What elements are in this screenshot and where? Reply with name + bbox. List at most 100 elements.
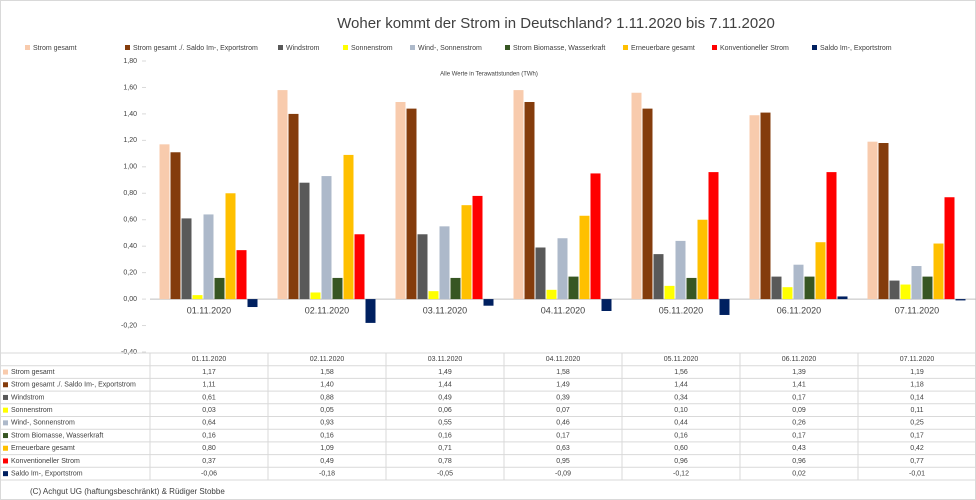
legend-swatch [278,45,283,50]
bar [513,90,524,300]
table-cell: -0,05 [437,470,453,477]
bar [653,254,664,300]
table-cell: 1,09 [320,445,334,452]
bar [944,197,955,300]
table-cell: 0,06 [438,407,452,414]
table-cell: 0,78 [438,458,452,465]
bar [815,242,826,300]
legend-swatch [712,45,717,50]
table-swatch [3,382,8,388]
bar [878,143,889,300]
bar [911,266,922,300]
bar [214,277,225,300]
table-cell: 0,17 [910,432,924,439]
table-cell: 0,42 [910,445,924,452]
table-cell: -0,18 [319,470,335,477]
table-cell: 0,05 [320,407,334,414]
bar [933,243,944,300]
table-cell: 0,71 [438,445,452,452]
bar [771,276,782,300]
table-cell: 0,96 [792,458,806,465]
x-tick-label: 01.11.2020 [187,305,231,315]
legend-swatch [505,45,510,50]
bar [483,299,494,306]
bar [631,92,642,300]
bar [365,299,376,323]
table-cell: 1,41 [792,382,806,389]
bar [192,295,203,300]
table-cell: 0,93 [320,420,334,427]
table-cell: 0,07 [556,407,570,414]
footer: (C) Achgut UG (haftungsbeschränkt) & Rüd… [30,487,225,496]
bar [675,240,686,300]
y-tick-label: 1,40 [123,111,137,118]
table-cell: 0,64 [202,420,216,427]
bar [708,172,719,300]
table-header: 03.11.2020 [428,356,463,363]
table-row-label: Wind-, Sonnenstrom [11,420,75,427]
table-cell: 1,44 [438,382,452,389]
bar [804,276,815,300]
table-cell: -0,06 [201,470,217,477]
bar [837,296,848,300]
bar [472,195,483,300]
bar [354,234,365,300]
table-cell: 0,16 [438,432,452,439]
table-row-label: Erneuerbare gesamt [11,445,75,452]
table-row-label: Sonnenstrom [11,407,53,414]
bar [225,193,236,300]
table-cell: 0,46 [556,420,570,427]
bar [686,277,697,300]
y-tick-label: 1,60 [123,84,137,91]
y-tick-label: -0,40 [121,349,137,356]
legend-swatch [410,45,415,50]
bar [535,247,546,300]
table-cell: 0,39 [556,394,570,401]
table-swatch [3,407,8,413]
bar [343,154,354,300]
table-cell: 0,44 [674,420,688,427]
table-header: 06.11.2020 [782,356,817,363]
x-tick-label: 02.11.2020 [305,305,349,315]
bar [170,152,181,300]
table-cell: 0,17 [792,432,806,439]
legend-label: Saldo Im-, Exportstrom [820,45,892,52]
table-swatch [3,369,8,375]
legend-swatch [343,45,348,50]
bar [697,219,708,300]
table-cell: 0,25 [910,420,924,427]
y-tick-label: 0,80 [123,190,137,197]
legend-swatch [125,45,130,50]
table-cell: -0,12 [673,470,689,477]
table-cell: 1,56 [674,369,688,376]
bar [310,292,321,300]
bar [299,182,310,300]
table-cell: 1,58 [556,369,570,376]
table-cell: -0,01 [909,470,925,477]
table-cell: 0,09 [792,407,806,414]
bar [203,214,214,300]
bar [417,234,428,300]
table-cell: 0,17 [792,394,806,401]
table-cell: 0,11 [910,407,923,414]
bar [236,250,247,300]
bar [450,277,461,300]
bar [642,108,653,300]
bar [793,264,804,300]
bar [461,205,472,300]
table-cell: 0,63 [556,445,570,452]
table-cell: 0,16 [202,432,216,439]
bar [524,102,535,300]
table-row-label: Strom Biomasse, Wasserkraft [11,432,103,439]
legend-label: Erneuerbare gesamt [631,45,695,52]
table-cell: 1,18 [910,382,924,389]
table-cell: 0,14 [910,394,924,401]
table-row-label: Strom gesamt [11,369,55,376]
table-cell: 0,02 [792,470,806,477]
table-swatch [3,433,8,439]
chart-title: Woher kommt der Strom in Deutschland? 1.… [337,15,775,32]
table-cell: 0,55 [438,420,452,427]
bar [557,238,568,300]
bar [760,112,771,300]
